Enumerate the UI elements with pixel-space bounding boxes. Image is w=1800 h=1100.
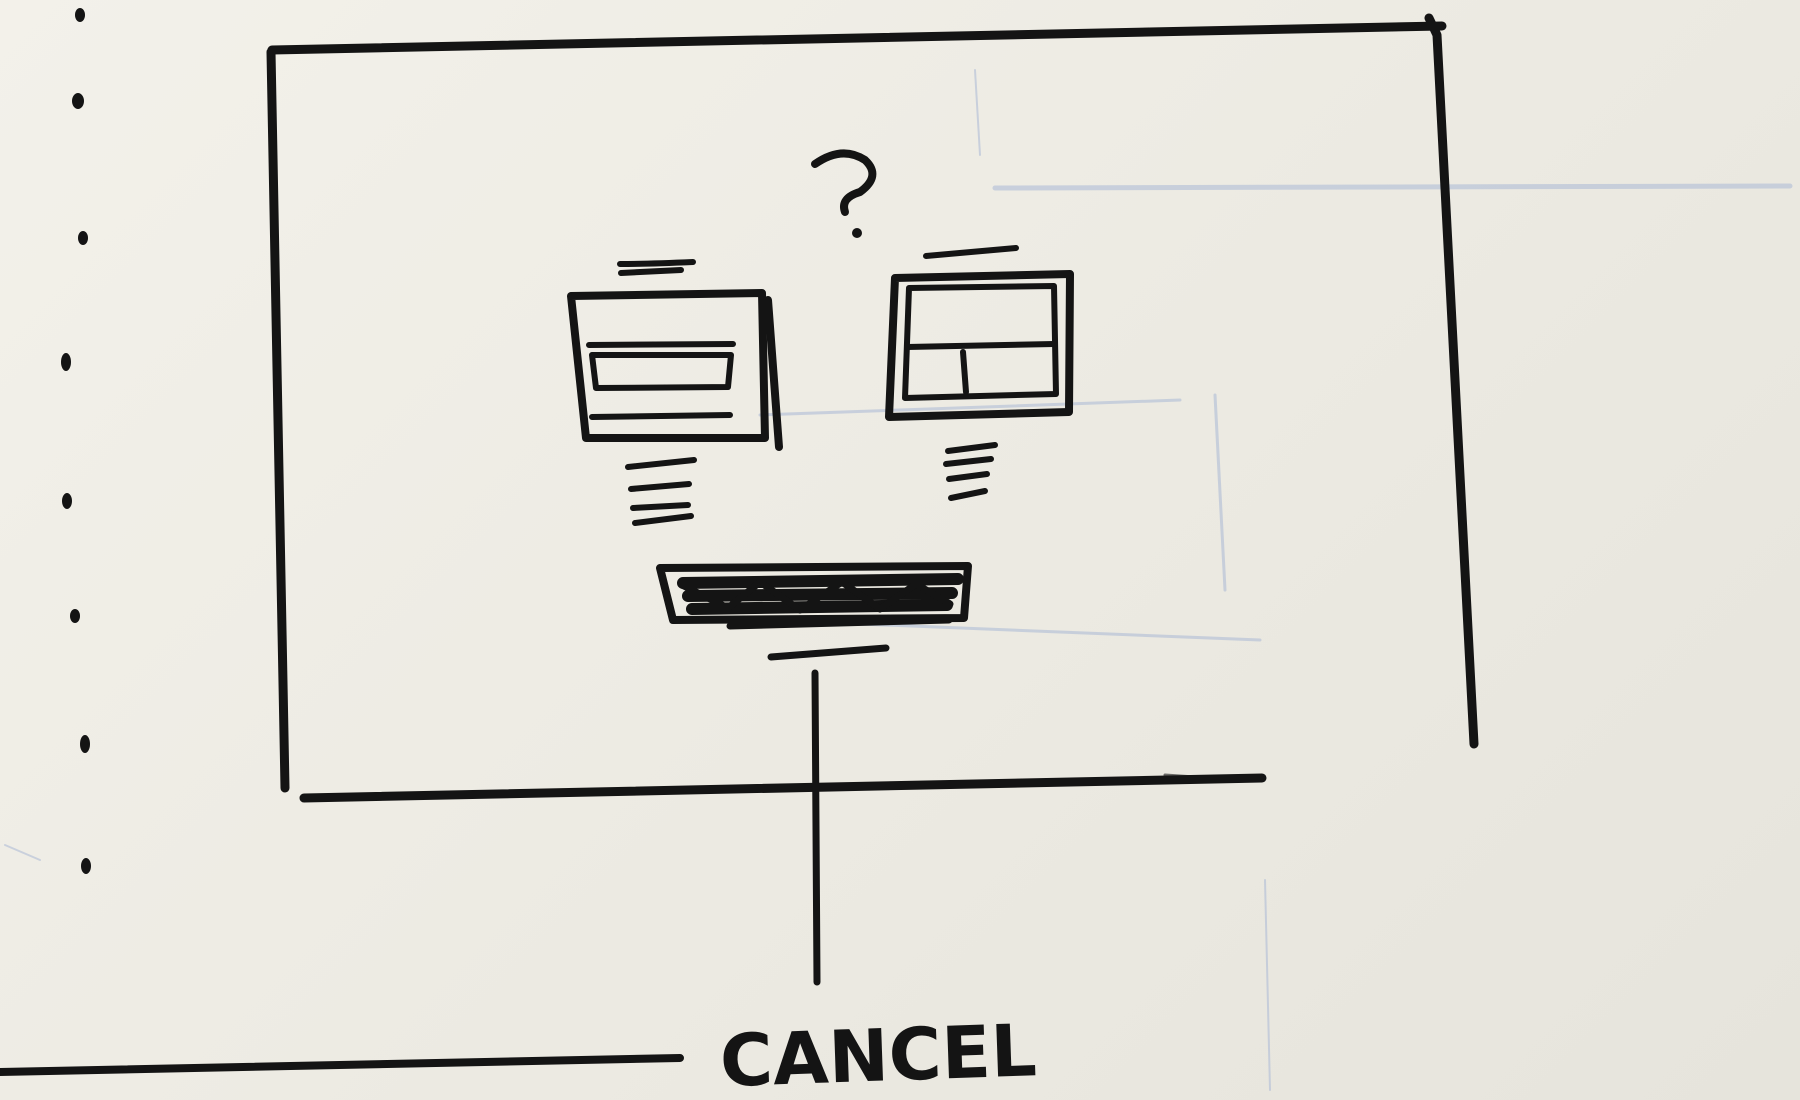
bottom-baseline	[0, 1054, 684, 1076]
dialog-frame	[266, 13, 1479, 803]
left-edge-dots	[61, 8, 91, 874]
primary-action-button[interactable]	[656, 562, 972, 630]
callout-leader-line	[811, 669, 821, 986]
question-mark-icon	[811, 149, 877, 238]
option-card-left[interactable]	[567, 259, 783, 526]
cancel-annotation: CANCEL	[719, 1008, 1038, 1100]
option-right-description	[943, 442, 998, 501]
list-layout-icon	[567, 289, 783, 451]
grid-layout-icon	[885, 270, 1074, 421]
option-left-description	[625, 457, 697, 526]
option-right-title-stroke	[923, 245, 1019, 259]
option-left-title-stroke	[617, 259, 696, 267]
cancel-link-stroke[interactable]	[767, 644, 890, 661]
option-card-right[interactable]	[885, 245, 1074, 501]
